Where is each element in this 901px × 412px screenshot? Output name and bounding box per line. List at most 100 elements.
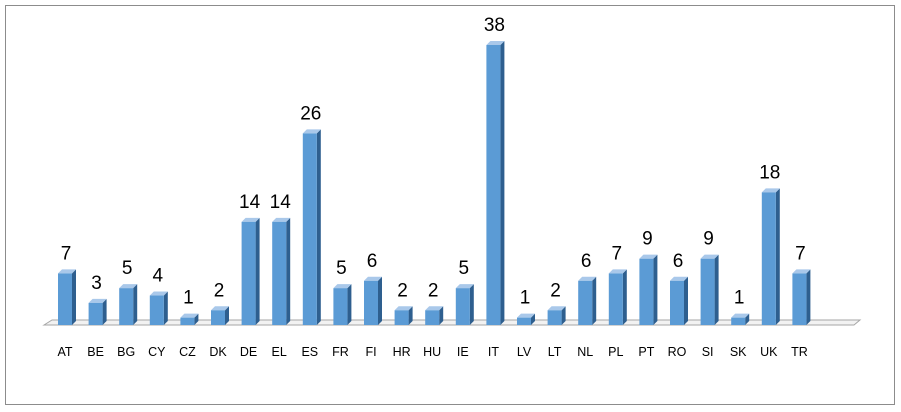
x-tick-label-uk: UK — [760, 345, 778, 359]
bar-front — [486, 45, 501, 325]
x-tick-label-pl: PL — [608, 345, 623, 359]
data-label-bg: 5 — [122, 258, 133, 279]
bar-front — [302, 133, 317, 325]
bar-front — [425, 310, 440, 325]
bar-front — [211, 310, 225, 325]
bar-pt — [639, 254, 658, 325]
bar-front — [639, 258, 654, 325]
x-tick-label-ie: IE — [457, 345, 469, 359]
data-label-ro: 6 — [673, 251, 684, 272]
bar-side — [194, 313, 199, 325]
bar-side — [806, 269, 811, 325]
bar-si — [700, 254, 719, 325]
bar-side — [225, 306, 229, 325]
data-label-sk: 1 — [734, 288, 745, 309]
x-tick-label-be: BE — [87, 345, 104, 359]
bar-pl — [608, 269, 627, 325]
bar-cz — [180, 313, 199, 325]
data-label-lt: 2 — [550, 280, 561, 301]
bar-front — [700, 258, 715, 325]
bar-cy — [149, 291, 168, 325]
bar-side — [622, 269, 627, 325]
data-label-pl: 7 — [612, 243, 623, 264]
x-tick-label-ro: RO — [668, 345, 687, 359]
x-tick-label-dk: DK — [209, 345, 227, 359]
bar-front — [608, 273, 623, 325]
bar-front — [333, 288, 348, 325]
x-tick-label-lv: LV — [517, 345, 532, 359]
bar-top — [88, 298, 107, 303]
bar-top — [302, 129, 321, 134]
bar-side — [561, 306, 566, 325]
bar-side — [163, 291, 168, 325]
bar-bg — [119, 284, 138, 325]
bar-top — [241, 217, 260, 222]
data-label-de: 14 — [239, 192, 261, 213]
bar-top — [119, 284, 138, 289]
x-tick-label-cy: CY — [148, 345, 166, 359]
bar-ie — [455, 284, 474, 325]
bar-top — [547, 306, 566, 311]
data-label-be: 3 — [91, 273, 102, 294]
bar-front — [272, 221, 287, 325]
bar-front — [455, 288, 470, 325]
bar-top — [670, 276, 688, 281]
data-label-dk: 2 — [214, 280, 225, 301]
bar-side — [72, 269, 76, 325]
x-tick-label-es: ES — [301, 345, 318, 359]
bar-front — [58, 273, 72, 325]
x-tick-label-pt: PT — [638, 345, 654, 359]
data-label-fi: 6 — [367, 251, 378, 272]
bar-lv — [517, 313, 535, 325]
data-label-el: 14 — [270, 192, 292, 213]
x-tick-label-hu: HU — [423, 345, 441, 359]
bar-top — [364, 276, 382, 281]
bar-es — [302, 129, 321, 325]
bar-side — [347, 284, 352, 325]
bar-front — [578, 280, 593, 325]
bar-front — [119, 288, 134, 325]
bar-at — [58, 269, 76, 325]
bar-side — [316, 129, 321, 325]
bar-front — [731, 317, 746, 325]
x-tick-label-cz: CZ — [179, 345, 196, 359]
bar-top — [486, 41, 505, 45]
bar-front — [180, 317, 195, 325]
bar-front — [364, 280, 378, 325]
bar-side — [745, 313, 750, 325]
bar-top — [394, 306, 413, 311]
bar-top — [149, 291, 168, 296]
bar-nl — [578, 276, 597, 325]
bar-side — [714, 254, 719, 325]
bar-top — [180, 313, 199, 318]
bar-dk — [211, 306, 229, 325]
bar-uk — [761, 188, 780, 325]
bar-top — [455, 284, 474, 289]
bar-hu — [425, 306, 444, 325]
data-label-tr: 7 — [795, 243, 806, 264]
data-label-fr: 5 — [336, 258, 347, 279]
bar-side — [255, 217, 260, 325]
bar-ro — [670, 276, 688, 325]
x-tick-label-lt: LT — [548, 345, 562, 359]
x-tick-label-at: AT — [57, 345, 72, 359]
bar-side — [592, 276, 597, 325]
data-label-cz: 1 — [183, 288, 194, 309]
bar-side — [653, 254, 658, 325]
bar-front — [88, 302, 103, 325]
x-tick-label-sk: SK — [730, 345, 747, 359]
bar-tr — [792, 269, 811, 325]
bar-top — [700, 254, 719, 259]
bar-front — [547, 310, 562, 325]
bar-sk — [731, 313, 750, 325]
data-label-ie: 5 — [459, 258, 470, 279]
x-tick-label-si: SI — [702, 345, 714, 359]
data-label-pt: 9 — [642, 229, 653, 250]
x-tick-label-fr: FR — [332, 345, 349, 359]
bar-top — [578, 276, 597, 281]
data-label-uk: 18 — [759, 162, 780, 183]
bar-hr — [394, 306, 413, 325]
bar-top — [761, 188, 780, 193]
bar-front — [761, 192, 776, 325]
